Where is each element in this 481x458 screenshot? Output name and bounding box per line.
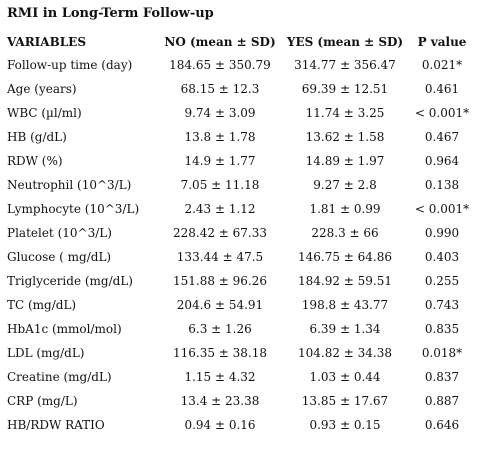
no-value-cell: 2.43 ± 1.12: [184, 202, 256, 216]
table-row: Lymphocyte (10^3/L) 2.43 ± 1.12 1.81 ± 0.9…: [5, 197, 477, 221]
p-value-cell: 0.964: [424, 154, 460, 168]
p-value-cell: 0.461: [424, 82, 460, 96]
p-value-cell: 0.837: [424, 370, 460, 384]
yes-value-cell: 1.81 ± 0.99: [309, 202, 381, 216]
variable-cell: Follow-up time (day): [7, 58, 133, 72]
variable-cell: Platelet (10^3/L): [7, 226, 112, 240]
no-value-cell: 116.35 ± 38.18: [172, 346, 268, 360]
p-value-cell: 0.138: [424, 178, 460, 192]
table-row: LDL (mg/dL) 116.35 ± 38.18 104.82 ± 34.38 0…: [5, 341, 477, 365]
p-value-cell: 0.646: [424, 418, 460, 432]
variable-cell: Age (years): [7, 82, 77, 96]
yes-value-cell: 314.77 ± 356.47: [294, 58, 396, 72]
p-value-cell: 0.467: [424, 130, 460, 144]
yes-value-cell: 6.39 ± 1.34: [309, 322, 381, 336]
variable-cell: HB/RDW RATIO: [7, 418, 105, 432]
p-value-cell: < 0.001*: [414, 202, 470, 216]
p-value-cell: 0.403: [424, 250, 460, 264]
p-value-cell: 0.018*: [421, 346, 463, 360]
yes-value-cell: 13.85 ± 17.67: [301, 394, 389, 408]
results-table: VARIABLES NO (mean ± SD) YES (mean ± SD)…: [5, 31, 477, 437]
column-header-yes: YES (mean ± SD): [286, 35, 404, 49]
table-row: WBC (µl/ml) 9.74 ± 3.09 11.74 ± 3.25 < 0.00…: [5, 101, 477, 125]
no-value-cell: 13.4 ± 23.38: [180, 394, 260, 408]
no-value-cell: 1.15 ± 4.32: [184, 370, 256, 384]
variable-cell: Triglyceride (mg/dL): [7, 274, 133, 288]
yes-value-cell: 9.27 ± 2.8: [313, 178, 377, 192]
no-value-cell: 151.88 ± 96.26: [172, 274, 268, 288]
no-value-cell: 7.05 ± 11.18: [180, 178, 260, 192]
no-value-cell: 6.3 ± 1.26: [188, 322, 252, 336]
yes-value-cell: 228.3 ± 66: [311, 226, 379, 240]
no-value-cell: 13.8 ± 1.78: [184, 130, 256, 144]
variable-cell: Neutrophil (10^3/L): [7, 178, 132, 192]
p-value-cell: < 0.001*: [414, 106, 470, 120]
table-row: RDW (%) 14.9 ± 1.77 14.89 ± 1.97 0.964: [5, 149, 477, 173]
no-value-cell: 9.74 ± 3.09: [184, 106, 256, 120]
p-value-cell: 0.835: [424, 322, 460, 336]
p-value-cell: 0.887: [424, 394, 460, 408]
variable-cell: Creatine (mg/dL): [7, 370, 112, 384]
p-value-cell: 0.255: [424, 274, 460, 288]
variable-cell: Lymphocyte (10^3/L): [7, 202, 140, 216]
yes-value-cell: 146.75 ± 64.86: [297, 250, 393, 264]
yes-value-cell: 69.39 ± 12.51: [301, 82, 389, 96]
table-row: HB (g/dL) 13.8 ± 1.78 13.62 ± 1.58 0.467: [5, 125, 477, 149]
table-row: Age (years) 68.15 ± 12.3 69.39 ± 12.51 0.46…: [5, 77, 477, 101]
yes-value-cell: 184.92 ± 59.51: [297, 274, 393, 288]
column-header-no: NO (mean ± SD): [164, 35, 276, 49]
no-value-cell: 14.9 ± 1.77: [184, 154, 256, 168]
yes-value-cell: 198.8 ± 43.77: [301, 298, 389, 312]
table-row: CRP (mg/L) 13.4 ± 23.38 13.85 ± 17.67 0.887: [5, 389, 477, 413]
table-row: HbA1c (mmol/mol) 6.3 ± 1.26 6.39 ± 1.34 0.8…: [5, 317, 477, 341]
table-title: RMI in Long-Term Follow-up: [7, 6, 214, 21]
yes-value-cell: 0.93 ± 0.15: [309, 418, 381, 432]
yes-value-cell: 11.74 ± 3.25: [305, 106, 385, 120]
no-value-cell: 68.15 ± 12.3: [180, 82, 260, 96]
variable-cell: HbA1c (mmol/mol): [7, 322, 122, 336]
variable-cell: LDL (mg/dL): [7, 346, 85, 360]
yes-value-cell: 14.89 ± 1.97: [305, 154, 385, 168]
table-row: Neutrophil (10^3/L) 7.05 ± 11.18 9.27 ± 2.…: [5, 173, 477, 197]
no-value-cell: 204.6 ± 54.91: [176, 298, 264, 312]
table-row: Glucose ( mg/dL) 133.44 ± 47.5 146.75 ± 64…: [5, 245, 477, 269]
table-row: Triglyceride (mg/dL) 151.88 ± 96.26 184.92…: [5, 269, 477, 293]
no-value-cell: 228.42 ± 67.33: [172, 226, 268, 240]
no-value-cell: 184.65 ± 350.79: [169, 58, 271, 72]
variable-cell: HB (g/dL): [7, 130, 67, 144]
table-row: Creatine (mg/dL) 1.15 ± 4.32 1.03 ± 0.44 0.…: [5, 365, 477, 389]
variable-cell: RDW (%): [7, 154, 63, 168]
column-header-variables: VARIABLES: [7, 35, 86, 49]
table-row: Follow-up time (day) 184.65 ± 350.79 314.7…: [5, 53, 477, 77]
no-value-cell: 0.94 ± 0.16: [184, 418, 256, 432]
yes-value-cell: 1.03 ± 0.44: [309, 370, 381, 384]
yes-value-cell: 13.62 ± 1.58: [305, 130, 385, 144]
p-value-cell: 0.021*: [421, 58, 463, 72]
p-value-cell: 0.990: [424, 226, 460, 240]
table-row: Platelet (10^3/L) 228.42 ± 67.33 228.3 ± 6…: [5, 221, 477, 245]
variable-cell: TC (mg/dL): [7, 298, 77, 312]
p-value-cell: 0.743: [424, 298, 460, 312]
variable-cell: Glucose ( mg/dL): [7, 250, 112, 264]
table-header-row: VARIABLES NO (mean ± SD) YES (mean ± SD)…: [5, 31, 477, 53]
table-row: HB/RDW RATIO 0.94 ± 0.16 0.93 ± 0.15 0.646: [5, 413, 477, 437]
table-body: Follow-up time (day) 184.65 ± 350.79 314.7…: [5, 53, 477, 437]
variable-cell: WBC (µl/ml): [7, 106, 82, 120]
column-header-p-value: P value: [417, 35, 467, 49]
variable-cell: CRP (mg/L): [7, 394, 78, 408]
table-row: TC (mg/dL) 204.6 ± 54.91 198.8 ± 43.77 0.74…: [5, 293, 477, 317]
no-value-cell: 133.44 ± 47.5: [176, 250, 264, 264]
yes-value-cell: 104.82 ± 34.38: [297, 346, 393, 360]
